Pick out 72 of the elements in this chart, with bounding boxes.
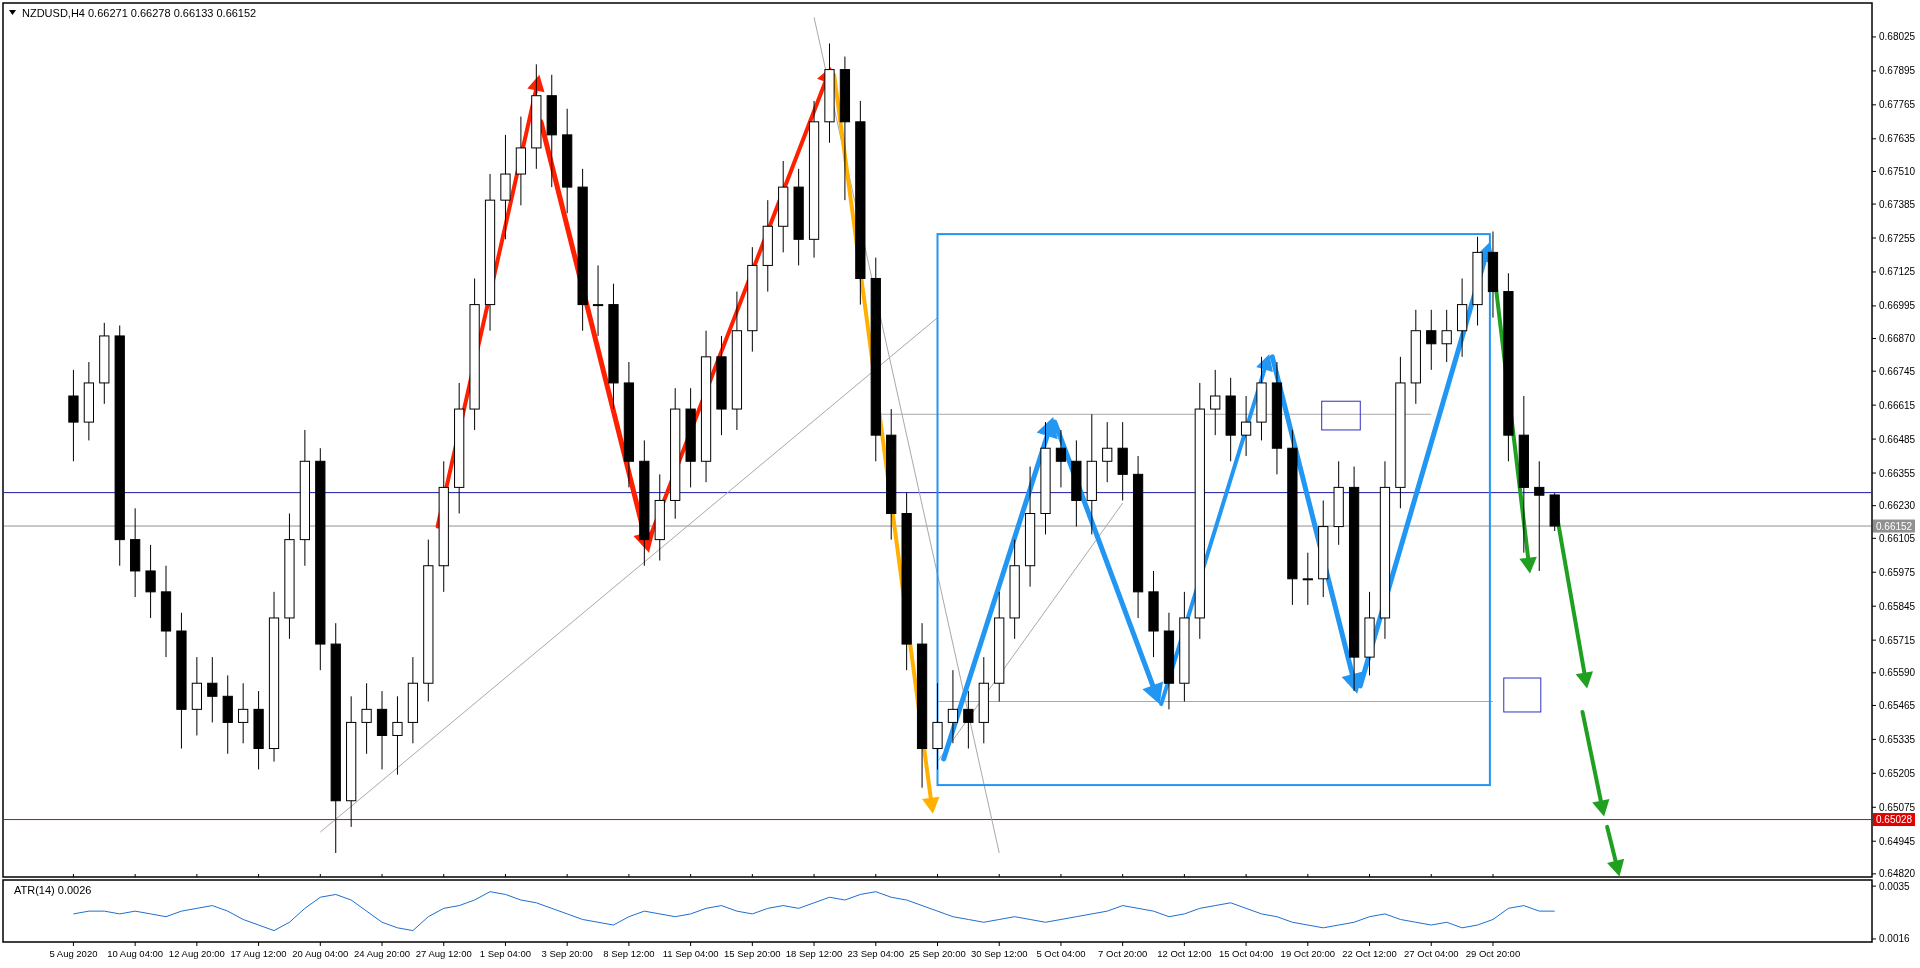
x-tick-label: 17 Aug 12:00	[230, 948, 287, 959]
x-tick-label: 15 Sep 20:00	[724, 948, 781, 959]
x-tick-label: 20 Aug 04:00	[292, 948, 349, 959]
candlestick	[361, 682, 372, 755]
y-tick-label: 0.65590	[1879, 667, 1916, 679]
x-tick-label: 23 Sep 04:00	[847, 948, 905, 959]
candlestick	[1055, 429, 1067, 488]
candlestick	[1441, 309, 1452, 363]
x-tick-label: 10 Aug 04:00	[107, 948, 164, 959]
x-tick-label: 12 Oct 12:00	[1157, 948, 1212, 959]
y-tick-label: 0.65715	[1879, 634, 1916, 646]
y-tick-label: 0.65845	[1879, 600, 1916, 612]
candlestick	[1302, 552, 1313, 606]
x-tick-label: 5 Oct 04:00	[1036, 948, 1086, 959]
y-tick-label: 0.65335	[1879, 733, 1916, 745]
y-tick-label: 0.67635	[1879, 133, 1916, 145]
candlestick	[207, 656, 218, 723]
y-tick-label: 0.0035	[1879, 880, 1911, 892]
candlestick	[1210, 369, 1221, 436]
x-tick-label: 19 Oct 20:00	[1280, 948, 1336, 959]
candlestick	[145, 544, 156, 619]
y-tick-label: 0.67510	[1879, 165, 1916, 177]
x-tick-label: 7 Oct 20:00	[1098, 948, 1148, 959]
candlestick	[947, 669, 959, 744]
candlestick	[392, 695, 403, 776]
y-tick-label: 0.66870	[1879, 333, 1916, 345]
y-tick-label: 0.65075	[1879, 801, 1916, 813]
y-tick-label: 0.66485	[1879, 433, 1916, 445]
candlestick	[238, 682, 249, 744]
y-tick-label: 0.67385	[1879, 198, 1916, 210]
y-tick-label: 0.66230	[1879, 500, 1916, 512]
y-tick-label: 0.66615	[1879, 399, 1916, 411]
y-tick-label: 0.66355	[1879, 467, 1916, 479]
chart-title: NZDUSD,H4 0.66271 0.66278 0.66133 0.66152	[22, 7, 257, 19]
ref-line-label: 0.65028	[1876, 814, 1913, 826]
y-tick-label: 0.65975	[1879, 566, 1916, 578]
x-tick-label: 5 Aug 2020	[49, 948, 98, 959]
x-tick-label: 18 Sep 12:00	[785, 948, 843, 959]
y-tick-label: 0.0016	[1879, 933, 1911, 945]
x-tick-label: 15 Oct 04:00	[1218, 948, 1274, 959]
x-tick-label: 1 Sep 04:00	[479, 948, 532, 959]
y-tick-label: 0.67255	[1879, 232, 1916, 244]
y-tick-label: 0.66105	[1879, 532, 1916, 544]
x-tick-label: 12 Aug 20:00	[168, 948, 225, 959]
y-tick-label: 0.68025	[1879, 31, 1916, 43]
y-tick-label: 0.66995	[1879, 300, 1916, 312]
ref-line-label: 0.66152	[1876, 520, 1913, 532]
y-tick-label: 0.65465	[1879, 699, 1916, 711]
x-tick-label: 27 Oct 04:00	[1404, 948, 1459, 959]
candlestick	[1102, 421, 1113, 483]
candlestick	[592, 264, 604, 337]
y-tick-label: 0.65205	[1879, 767, 1916, 779]
candlestick	[963, 690, 974, 750]
x-tick-label: 24 Aug 20:00	[354, 948, 411, 959]
candlestick	[1426, 309, 1437, 371]
y-tick-label: 0.67895	[1879, 65, 1916, 77]
x-tick-label: 11 Sep 04:00	[662, 948, 719, 959]
candlestick	[1534, 460, 1545, 572]
x-tick-label: 27 Aug 12:00	[415, 948, 472, 959]
x-tick-label: 25 Sep 20:00	[909, 948, 966, 959]
candlestick	[1240, 395, 1252, 457]
chart-title: ATR(14) 0.0026	[14, 884, 92, 896]
x-tick-label: 30 Sep 12:00	[970, 948, 1028, 959]
y-tick-label: 0.64945	[1879, 835, 1916, 847]
y-tick-label: 0.66745	[1879, 365, 1916, 377]
x-tick-label: 8 Sep 12:00	[603, 948, 655, 959]
y-tick-label: 0.67125	[1879, 266, 1916, 278]
x-tick-label: 3 Sep 20:00	[541, 948, 593, 959]
x-tick-label: 22 Oct 12:00	[1342, 948, 1397, 959]
y-tick-label: 0.64820	[1879, 868, 1916, 880]
x-tick-label: 29 Oct 20:00	[1465, 948, 1521, 959]
y-tick-label: 0.67765	[1879, 99, 1916, 111]
